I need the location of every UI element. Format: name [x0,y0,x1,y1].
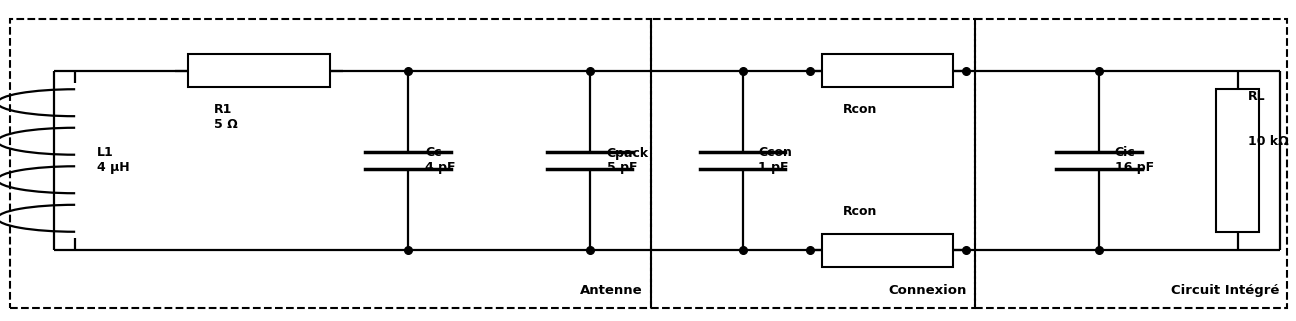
Text: Antenne: Antenne [581,284,643,297]
Text: Connexion: Connexion [889,284,967,297]
Bar [975,19,1287,308]
Bar [823,234,953,267]
Text: Cc
4 pF: Cc 4 pF [425,146,456,175]
Text: R1
5 Ω: R1 5 Ω [214,103,237,131]
Text: Rcon: Rcon [842,103,877,116]
Text: Ccon
1 pF: Ccon 1 pF [758,146,792,175]
Bar [188,54,330,87]
Bar [1216,89,1260,232]
Text: Rcon: Rcon [842,205,877,218]
Text: L1
4 μH: L1 4 μH [97,146,130,175]
Bar [10,19,651,308]
Text: Cpack
5 pF: Cpack 5 pF [607,146,649,175]
Bar [651,19,975,308]
Text: 10 kΩ: 10 kΩ [1248,135,1288,148]
Text: Cic
16 pF: Cic 16 pF [1115,146,1153,175]
Bar [823,54,953,87]
Text: RL: RL [1248,90,1266,103]
Text: Circuit Intégré: Circuit Intégré [1170,284,1279,297]
